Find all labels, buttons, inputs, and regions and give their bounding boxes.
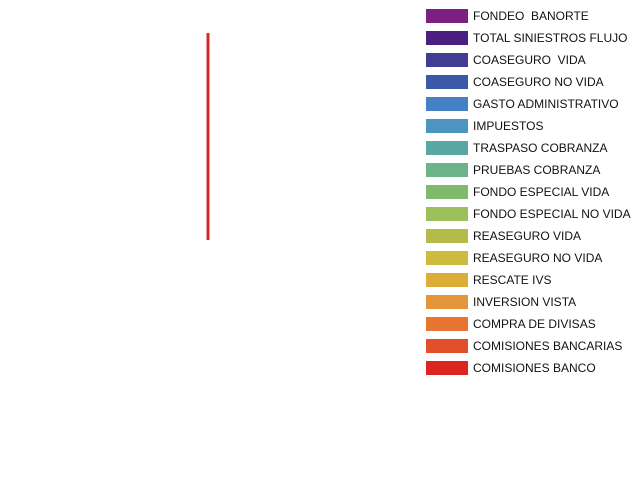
legend-swatch	[426, 273, 468, 287]
legend-swatch	[426, 75, 468, 89]
legend-label: REASEGURO NO VIDA	[473, 251, 602, 265]
legend-swatch	[426, 339, 468, 353]
legend-swatch	[426, 163, 468, 177]
legend-label: REASEGURO VIDA	[473, 229, 581, 243]
legend-swatch	[426, 295, 468, 309]
legend-label: COASEGURO NO VIDA	[473, 75, 604, 89]
legend-swatch	[426, 119, 468, 133]
legend-swatch	[426, 53, 468, 67]
legend-label: PRUEBAS COBRANZA	[473, 163, 600, 177]
legend-label: COMISIONES BANCO	[473, 361, 596, 375]
legend-label: COASEGURO VIDA	[473, 53, 586, 67]
legend-label: COMPRA DE DIVISAS	[473, 317, 596, 331]
legend-label: GASTO ADMINISTRATIVO	[473, 97, 619, 111]
legend-swatch	[426, 97, 468, 111]
legend-swatch	[426, 31, 468, 45]
legend-swatch	[426, 207, 468, 221]
legend-label: TRASPASO COBRANZA	[473, 141, 607, 155]
legend-label: TOTAL SINIESTROS FLUJO	[473, 31, 627, 45]
legend-swatch	[426, 9, 468, 23]
legend-swatch	[426, 141, 468, 155]
legend-swatch	[426, 361, 468, 375]
legend-swatch	[426, 317, 468, 331]
legend-label: FONDO ESPECIAL NO VIDA	[473, 207, 631, 221]
legend-label: IMPUESTOS	[473, 119, 543, 133]
legend-label: COMISIONES BANCARIAS	[473, 339, 622, 353]
legend-swatch	[426, 185, 468, 199]
legend-label: RESCATE IVS	[473, 273, 551, 287]
legend-label: INVERSION VISTA	[473, 295, 576, 309]
legend-label: FONDEO BANORTE	[473, 9, 589, 23]
legend: FONDEO BANORTE TOTAL SINIESTROS FLUJO COAS…	[426, 9, 631, 375]
legend-label: FONDO ESPECIAL VIDA	[473, 185, 609, 199]
legend-swatch	[426, 229, 468, 243]
legend-swatch	[426, 251, 468, 265]
